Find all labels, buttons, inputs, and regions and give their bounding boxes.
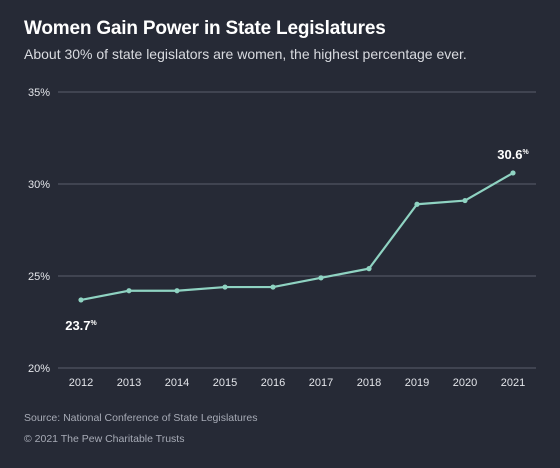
series-line: [80, 172, 514, 302]
x-tick-label: 2017: [309, 377, 333, 389]
data-label: 30.6%: [497, 147, 529, 162]
series-layer: [78, 170, 516, 303]
y-tick-label: 35%: [28, 87, 50, 99]
x-tick-label: 2020: [453, 377, 477, 389]
x-tick-label: 2019: [405, 377, 429, 389]
chart-subtitle: About 30% of state legislators are women…: [24, 46, 467, 62]
y-tick-label: 25%: [28, 271, 50, 283]
copyright-note: © 2021 The Pew Charitable Trusts: [24, 433, 185, 445]
x-tick-label: 2012: [69, 377, 93, 389]
y-axis-ticks: 20% 25% 30% 35%: [28, 87, 50, 375]
data-point: [222, 284, 228, 290]
data-point: [270, 284, 276, 290]
annotations: 23.7% 30.6%: [65, 147, 529, 333]
line-chart: 20%25%30%35% 2012 2013 2014 2015 2016 2017 201…: [28, 87, 536, 389]
data-point: [462, 197, 468, 204]
data-point: [366, 266, 372, 272]
source-note: Source: National Conference of State Leg…: [24, 412, 258, 424]
data-point: [126, 288, 132, 294]
x-tick-label: 2021: [501, 377, 525, 389]
data-point: [78, 297, 84, 303]
data-point: [318, 275, 324, 281]
data-point: [414, 201, 420, 207]
chart-title: Women Gain Power in State Legislatures: [24, 18, 386, 39]
x-tick-label: 2016: [261, 377, 285, 389]
gridlines: [58, 91, 536, 369]
x-tick-label: 2013: [117, 377, 141, 389]
x-tick-label: 2018: [357, 377, 381, 389]
y-tick-label: 20%: [28, 363, 50, 375]
data-point: [510, 170, 516, 176]
y-tick-label: 30%: [28, 179, 50, 191]
data-label: 23.7%: [65, 318, 97, 333]
x-tick-label: 2014: [165, 377, 189, 389]
data-point: [174, 288, 180, 294]
x-tick-label: 2015: [213, 377, 237, 389]
x-axis-ticks: 2012 2013 2014 2015 2016 2017 2018 2019 2020 2021: [69, 377, 525, 389]
